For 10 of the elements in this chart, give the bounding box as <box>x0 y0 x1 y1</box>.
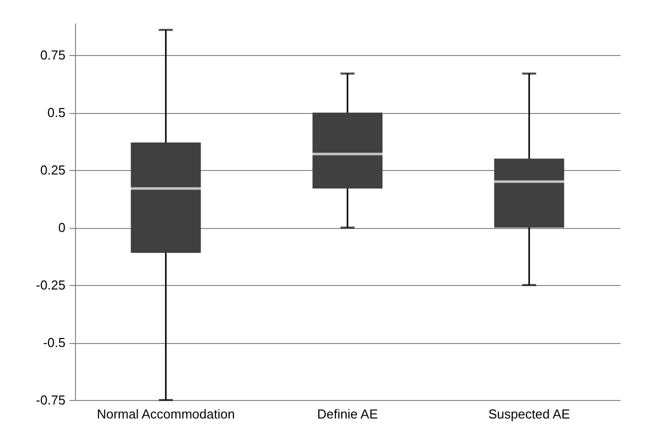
x-tick-label: Suspected AE <box>488 406 570 422</box>
y-tick-label: -0.75 <box>36 392 66 408</box>
y-tick-label: 0.5 <box>47 105 66 120</box>
x-tick-label: Definie AE <box>317 406 378 422</box>
x-tick-label: Normal Accommodation <box>96 406 235 422</box>
y-tick-label: 0.75 <box>40 48 66 63</box>
y-tick-label: -0.25 <box>36 278 66 293</box>
y-tick-label: -0.5 <box>43 335 66 350</box>
y-tick-label: 0.25 <box>40 162 66 178</box>
y-tick-label: 0 <box>58 220 66 236</box>
